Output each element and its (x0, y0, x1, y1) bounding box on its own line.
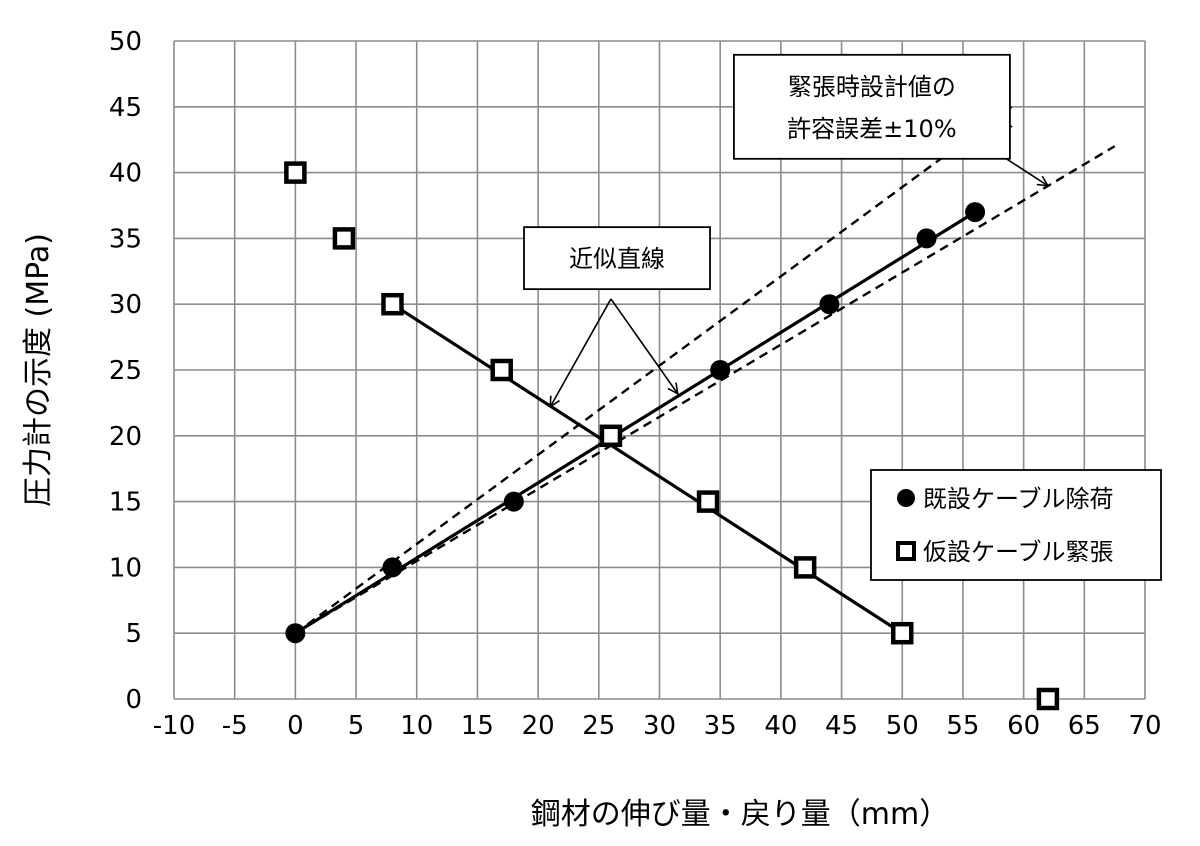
data-point-square (793, 556, 817, 579)
y-tick-label: 15 (109, 488, 142, 518)
y-tick-label: 50 (109, 27, 142, 57)
data-point-circle (916, 228, 937, 249)
x-tick-label: 65 (1068, 711, 1101, 741)
data-point-circle (965, 202, 986, 223)
x-tick-label: 70 (1128, 711, 1161, 741)
tolerance-line (294, 145, 1116, 635)
legend-marker-square (896, 541, 916, 561)
y-tick-label: 45 (109, 93, 142, 123)
x-tick-label: 20 (522, 711, 555, 741)
x-tick-label: 50 (886, 711, 919, 741)
y-tick-label: 0 (125, 685, 142, 715)
x-tick-label: 45 (825, 711, 858, 741)
data-point-square (1036, 687, 1060, 711)
annotation-label: 緊張時設計値の (788, 73, 956, 101)
tolerance-line (294, 105, 1013, 635)
x-tick-label: 30 (643, 711, 676, 741)
annotation-box (733, 53, 1011, 160)
x-tick-label: 55 (946, 711, 979, 741)
x-tick-label: 5 (348, 711, 365, 741)
y-tick-label: 35 (109, 224, 142, 254)
y-tick-label: 20 (109, 422, 142, 452)
data-point-square (332, 227, 356, 250)
data-point-square (696, 490, 720, 513)
fit-lines (294, 210, 976, 635)
annotation-arrow (550, 298, 612, 407)
x-tick-label: 60 (1007, 711, 1040, 741)
x-tick-label: -10 (153, 711, 195, 741)
fit-line (294, 210, 976, 635)
data-point-square (381, 292, 404, 316)
data-points (284, 161, 1060, 711)
annotation-box (523, 226, 711, 291)
x-tick-label: -5 (222, 711, 248, 741)
x-tick-label: 35 (704, 711, 737, 741)
data-point-circle (503, 491, 524, 512)
legend-label: 既設ケーブル除荷 (923, 485, 1114, 513)
annotation-arrow (610, 298, 678, 394)
data-point-square (284, 161, 307, 184)
legend-box (870, 469, 1162, 581)
x-tick-label: 15 (461, 711, 494, 741)
y-tick-label: 25 (109, 356, 142, 386)
y-tick-labels: 0 5 10 15 20 25 30 35 40 45 50 (109, 27, 142, 715)
data-point-circle (382, 557, 403, 578)
tolerance-lines (294, 105, 1116, 635)
x-tick-label: 0 (287, 711, 304, 741)
y-tick-label: 30 (109, 290, 142, 320)
x-tick-label: 25 (582, 711, 615, 741)
data-point-square (490, 358, 513, 382)
data-point-square (599, 424, 623, 448)
fit-line (391, 302, 904, 635)
x-axis-title: 鋼材の伸び量・戻り量（mm） (531, 797, 949, 832)
data-point-square (891, 621, 914, 645)
y-tick-label: 10 (109, 553, 142, 583)
x-tick-label: 10 (400, 711, 433, 741)
data-point-circle (285, 623, 306, 644)
y-tick-label: 40 (109, 159, 142, 189)
y-axis-title: 圧力計の示度 (MPa) (21, 233, 56, 507)
legend-label: 仮設ケーブル緊張 (923, 538, 1114, 566)
y-tick-label: 5 (125, 619, 142, 649)
x-tick-label: 40 (764, 711, 797, 741)
annotation-label: 許容誤差±10% (787, 115, 956, 143)
data-point-circle (710, 360, 731, 380)
annotation-label: 近似直線 (569, 245, 665, 273)
x-tick-labels: -10 -5 0 5 10 15 20 25 30 35 40 45 50 55 60 65 70 (153, 711, 1162, 741)
legend-marker-circle (897, 489, 915, 507)
data-point-circle (819, 294, 840, 315)
